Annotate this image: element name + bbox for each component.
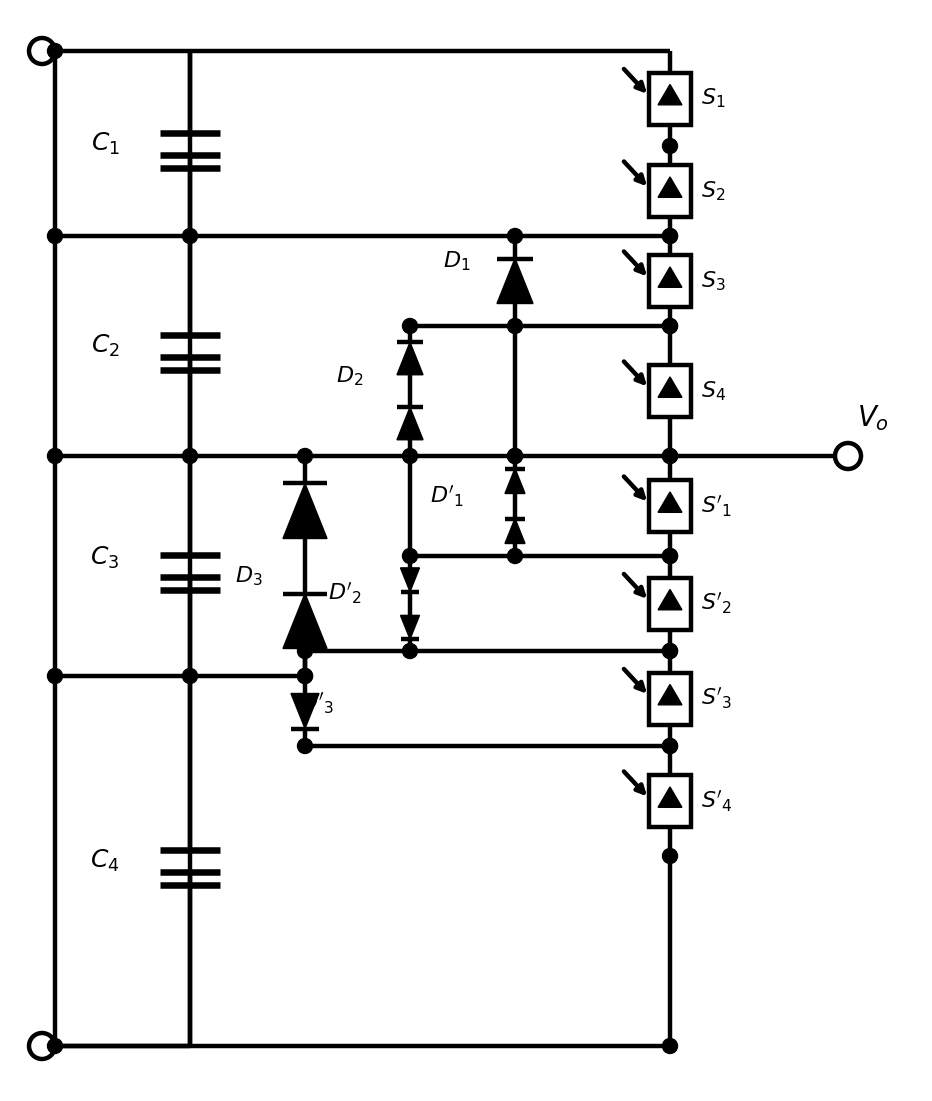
Circle shape: [403, 448, 418, 464]
Text: $D_3$: $D_3$: [235, 564, 263, 588]
Circle shape: [403, 548, 418, 564]
Text: $D_2$: $D_2$: [336, 364, 363, 388]
Polygon shape: [497, 259, 533, 304]
Text: $C_3$: $C_3$: [90, 545, 119, 571]
Polygon shape: [505, 519, 525, 544]
Bar: [649, 366, 691, 417]
Text: $V_o$: $V_o$: [857, 403, 889, 433]
Polygon shape: [658, 85, 682, 105]
Polygon shape: [283, 483, 327, 538]
Text: $S_3$: $S_3$: [701, 270, 726, 293]
Polygon shape: [658, 589, 682, 610]
Circle shape: [48, 668, 62, 684]
Polygon shape: [401, 568, 419, 591]
Polygon shape: [658, 177, 682, 197]
Circle shape: [297, 739, 312, 753]
Text: $D'_1$: $D'_1$: [430, 483, 464, 509]
Circle shape: [48, 448, 62, 464]
Text: $S_2$: $S_2$: [701, 179, 725, 203]
Polygon shape: [283, 593, 327, 648]
Circle shape: [508, 318, 523, 334]
Circle shape: [663, 139, 678, 153]
Circle shape: [403, 318, 418, 334]
Circle shape: [48, 44, 62, 58]
Bar: [649, 578, 691, 630]
Circle shape: [297, 668, 312, 684]
Polygon shape: [291, 694, 319, 729]
Circle shape: [663, 548, 678, 564]
Circle shape: [403, 643, 418, 658]
Polygon shape: [397, 342, 423, 374]
Circle shape: [297, 668, 312, 684]
Circle shape: [663, 643, 678, 658]
Text: $D'_3$: $D'_3$: [300, 690, 335, 716]
Polygon shape: [505, 469, 525, 493]
Circle shape: [48, 1038, 62, 1054]
Text: $S'_4$: $S'_4$: [701, 788, 733, 814]
Circle shape: [508, 548, 523, 564]
Polygon shape: [658, 377, 682, 397]
Bar: [649, 480, 691, 532]
Bar: [649, 673, 691, 724]
Text: $C_2$: $C_2$: [90, 333, 119, 359]
Circle shape: [663, 448, 678, 464]
Text: $C_1$: $C_1$: [90, 130, 119, 156]
Circle shape: [183, 448, 198, 464]
Circle shape: [508, 448, 523, 464]
Circle shape: [183, 668, 198, 684]
Polygon shape: [658, 787, 682, 807]
Circle shape: [48, 229, 62, 243]
Polygon shape: [658, 492, 682, 512]
Circle shape: [663, 318, 678, 334]
Polygon shape: [658, 685, 682, 705]
Text: $S_1$: $S_1$: [701, 87, 725, 110]
Bar: [649, 255, 691, 307]
Polygon shape: [658, 266, 682, 287]
Polygon shape: [397, 407, 423, 439]
Circle shape: [663, 1038, 678, 1054]
Text: $D'_2$: $D'_2$: [328, 581, 362, 606]
Bar: [649, 73, 691, 124]
Polygon shape: [401, 615, 419, 639]
Circle shape: [663, 643, 678, 658]
Bar: [649, 775, 691, 827]
Circle shape: [663, 739, 678, 753]
Text: $S'_1$: $S'_1$: [701, 493, 733, 519]
Circle shape: [297, 448, 312, 464]
Circle shape: [663, 548, 678, 564]
Circle shape: [508, 448, 523, 464]
Circle shape: [297, 643, 312, 658]
Circle shape: [508, 229, 523, 243]
Circle shape: [663, 229, 678, 243]
Text: $S_4$: $S_4$: [701, 379, 726, 403]
Bar: [649, 165, 691, 217]
Circle shape: [663, 739, 678, 753]
Text: $C_4$: $C_4$: [90, 848, 120, 874]
Circle shape: [663, 318, 678, 334]
Circle shape: [183, 229, 198, 243]
Text: $S'_2$: $S'_2$: [701, 591, 732, 617]
Text: $D_1$: $D_1$: [444, 249, 471, 273]
Circle shape: [663, 229, 678, 243]
Circle shape: [663, 448, 678, 464]
Text: $S'_3$: $S'_3$: [701, 686, 733, 711]
Circle shape: [663, 849, 678, 863]
